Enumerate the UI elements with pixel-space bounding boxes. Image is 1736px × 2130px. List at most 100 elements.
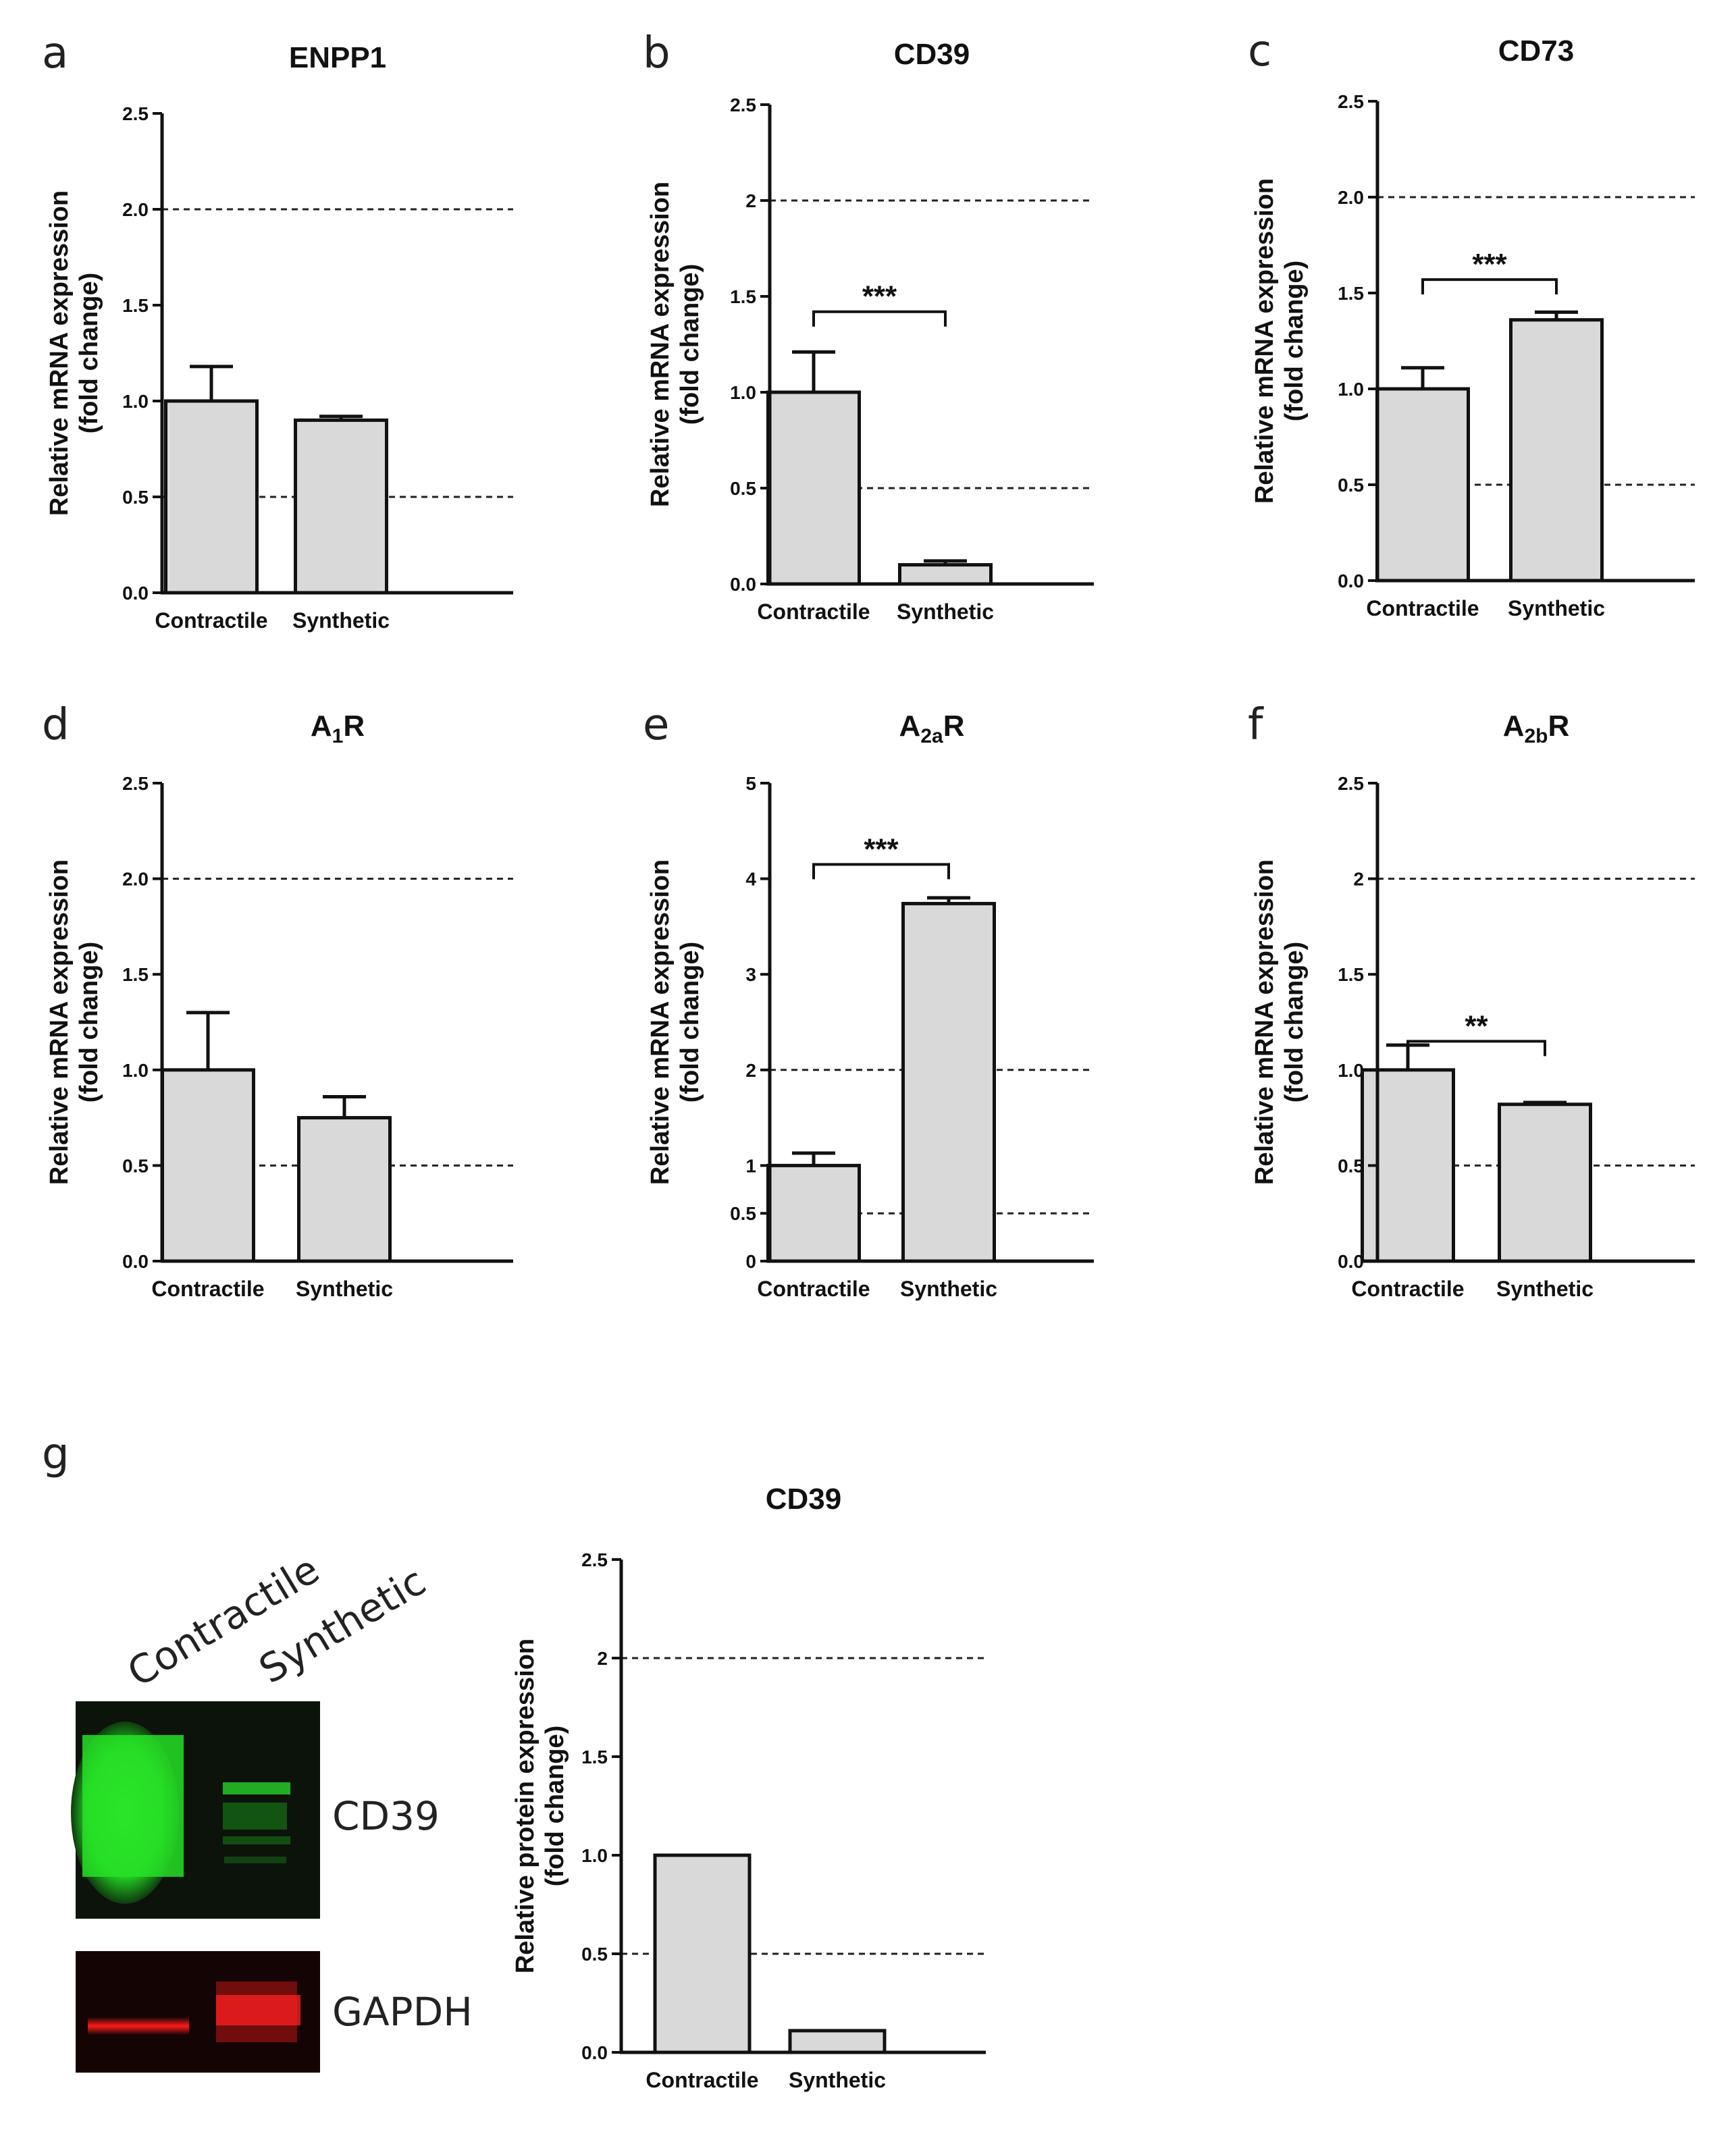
y-tick-label-a-2: 1.0 xyxy=(122,391,149,412)
chart-a: ENPP1 Contractile Synthetic 0.0 0.5 1.0 1.5 2.0… xyxy=(45,41,513,633)
chart-g: CD39 Contractile Synthetic 0.0 0.5 1.0 1.5 2 2.5… xyxy=(511,1483,986,2092)
y-tick-label-f-1: 0.5 xyxy=(1338,1155,1364,1176)
category-label-g-contractile: Contractile xyxy=(646,2068,758,2092)
y-axis-title-b-1: (fold change) xyxy=(676,264,704,425)
bar-d-synthetic xyxy=(297,1116,392,1263)
significance-label-c: *** xyxy=(1472,248,1507,281)
gapdh-blot-image xyxy=(76,1951,320,2073)
chart-c: CD73 Contractile Synthetic 0.0 0.5 1.0 1.5 2.0 2… xyxy=(1251,34,1695,620)
y-axis-title-d-0: Relative mRNA expression xyxy=(45,859,74,1185)
chart-title-a: ENPP1 xyxy=(289,41,386,74)
chart-title-d: A1R xyxy=(311,710,365,747)
y-tick-label-b-2: 1.0 xyxy=(730,382,756,403)
y-axis-title-g-1: (fold change) xyxy=(541,1726,569,1887)
y-tick-label-g-4: 2 xyxy=(597,1648,608,1669)
panel-letter-f: f xyxy=(1248,700,1264,750)
chart-title-b: CD39 xyxy=(894,38,970,71)
category-label-d-contractile: Contractile xyxy=(151,1277,264,1301)
y-axis-title-b-0: Relative mRNA expression xyxy=(646,182,675,507)
y-tick-label-c-1: 0.5 xyxy=(1338,475,1364,496)
y-tick-label-f-2: 1.0 xyxy=(1338,1060,1364,1081)
category-label-b-contractile: Contractile xyxy=(757,600,870,624)
significance-label-b: *** xyxy=(862,280,897,313)
y-tick-label-d-1: 0.5 xyxy=(122,1155,149,1176)
y-tick-label-f-5: 2.5 xyxy=(1338,773,1364,794)
category-label-f-contractile: Contractile xyxy=(1351,1277,1464,1301)
significance-label-f: ** xyxy=(1465,1009,1488,1042)
category-label-d-synthetic: Synthetic xyxy=(296,1277,393,1301)
significance-bracket-e xyxy=(812,863,950,880)
y-axis-title-c-0: Relative mRNA expression xyxy=(1251,178,1279,504)
category-label-e-synthetic: Synthetic xyxy=(900,1277,997,1301)
category-label-a-synthetic: Synthetic xyxy=(292,608,390,633)
y-axis-title-e-0: Relative mRNA expression xyxy=(646,859,675,1185)
chart-f: A2bR Contractile Synthetic 0.0 0.5 1.0 1.5 2 2.5… xyxy=(1251,710,1695,1301)
y-tick-label-e-1: 0.5 xyxy=(730,1203,756,1224)
chart-title-c: CD73 xyxy=(1498,34,1575,68)
significance-bracket-c xyxy=(1421,278,1558,295)
y-tick-label-a-3: 1.5 xyxy=(122,295,149,316)
bar-b-synthetic xyxy=(898,563,993,586)
y-axis-title-f-0: Relative mRNA expression xyxy=(1251,859,1279,1185)
cd39-blot-image xyxy=(71,1701,320,1919)
y-tick-label-c-4: 2.0 xyxy=(1338,187,1364,208)
panel-letter-b: b xyxy=(643,28,670,78)
bar-b-contractile xyxy=(766,390,861,586)
category-label-f-synthetic: Synthetic xyxy=(1496,1277,1594,1301)
gapdh-band-label: GAPDH xyxy=(332,1989,473,2035)
chart-title-f: A2bR xyxy=(1503,710,1570,747)
y-tick-label-e-4: 3 xyxy=(745,964,756,985)
y-axis-title-c-1: (fold change) xyxy=(1280,261,1309,422)
y-tick-label-e-5: 4 xyxy=(745,869,756,890)
y-axis-title-f-1: (fold change) xyxy=(1280,942,1309,1103)
bar-d-contractile xyxy=(161,1068,255,1263)
category-label-e-contractile: Contractile xyxy=(757,1277,870,1301)
y-tick-label-d-0: 0.0 xyxy=(122,1251,149,1272)
bar-a-contractile xyxy=(164,399,259,595)
y-tick-label-g-2: 1.0 xyxy=(581,1845,608,1866)
category-label-b-synthetic: Synthetic xyxy=(897,600,994,624)
chart-b: CD39 Contractile Synthetic 0.0 0.5 1.0 1.5 2 2.5… xyxy=(646,38,1094,624)
y-tick-label-a-0: 0.0 xyxy=(122,583,149,604)
panel-letters: a b c d e f g xyxy=(42,26,1271,1479)
y-tick-label-b-0: 0.0 xyxy=(730,574,756,595)
y-axis-title-g-0: Relative protein expression xyxy=(511,1639,540,1973)
y-axis-title-a-0: Relative mRNA expression xyxy=(45,190,74,516)
chart-d: A1R Contractile Synthetic 0.0 0.5 1.0 1.5 2.0 2.… xyxy=(45,710,513,1301)
panel-letter-c: c xyxy=(1248,26,1271,76)
bar-g-contractile xyxy=(653,1853,752,2054)
bar-a-synthetic xyxy=(294,418,388,595)
cd39-band-label: CD39 xyxy=(332,1793,440,1839)
bar-e-synthetic xyxy=(901,901,996,1263)
y-tick-label-g-3: 1.5 xyxy=(581,1747,608,1767)
charts: ENPP1 Contractile Synthetic 0.0 0.5 1.0 1.5 2.0… xyxy=(45,34,1695,2092)
y-tick-label-c-2: 1.0 xyxy=(1338,379,1364,400)
y-tick-label-a-4: 2.0 xyxy=(122,199,149,220)
significance-bracket-f xyxy=(1406,1040,1546,1057)
y-tick-label-a-1: 0.5 xyxy=(122,487,149,508)
panel-letter-e: e xyxy=(643,700,669,750)
y-tick-label-d-5: 2.5 xyxy=(122,773,149,794)
panel-letter-g: g xyxy=(42,1429,70,1479)
significance-label-e: *** xyxy=(864,832,899,866)
y-tick-label-a-5: 2.5 xyxy=(122,103,149,124)
y-tick-label-c-0: 0.0 xyxy=(1338,570,1364,591)
y-tick-label-e-0: 0 xyxy=(745,1251,756,1272)
y-tick-label-e-2: 1 xyxy=(745,1155,756,1176)
y-tick-label-d-4: 2.0 xyxy=(122,869,149,890)
y-tick-label-g-1: 0.5 xyxy=(581,1944,608,1965)
panel-letter-a: a xyxy=(42,28,68,78)
panel-letter-d: d xyxy=(42,700,70,750)
y-tick-label-b-5: 2.5 xyxy=(730,95,756,115)
y-tick-label-g-5: 2.5 xyxy=(581,1549,608,1570)
y-tick-label-e-3: 2 xyxy=(745,1060,756,1081)
y-tick-label-b-1: 0.5 xyxy=(730,478,756,499)
y-tick-label-c-5: 2.5 xyxy=(1338,91,1364,112)
category-label-a-contractile: Contractile xyxy=(155,608,267,633)
y-tick-label-f-0: 0.0 xyxy=(1338,1251,1364,1272)
chart-title-e: A2aR xyxy=(899,710,965,747)
category-label-c-contractile: Contractile xyxy=(1366,596,1479,620)
y-tick-label-b-4: 2 xyxy=(745,190,756,211)
bar-c-synthetic xyxy=(1509,318,1604,583)
y-axis-title-a-1: (fold change) xyxy=(75,273,103,434)
